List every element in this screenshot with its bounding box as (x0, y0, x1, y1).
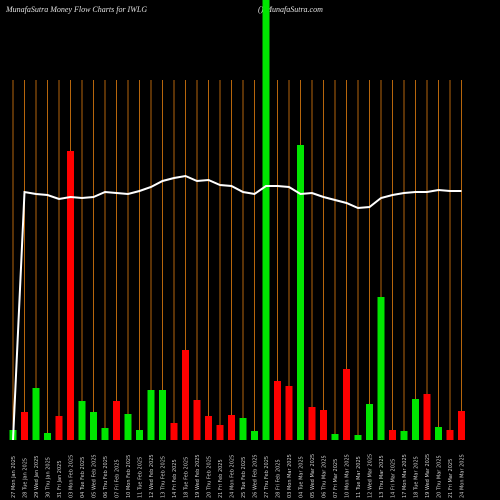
x-tick-label: 07 Fri Feb 2025 (115, 459, 121, 498)
x-tick-label: 29 Wed Jan 2025 (34, 456, 40, 498)
x-tick-label: 18 Tue Mar 2025 (414, 456, 420, 498)
x-tick-label: 12 Wed Mar 2025 (368, 454, 374, 498)
x-tick-label: 21 Fri Feb 2025 (218, 459, 224, 498)
x-tick-label: 19 Wed Mar 2025 (425, 454, 431, 498)
x-tick-label: 07 Fri Mar 2025 (333, 459, 339, 498)
x-tick-label: 03 Mon Mar 2025 (287, 454, 293, 498)
bar (400, 431, 408, 440)
bar (55, 416, 63, 440)
x-tick-label: 04 Tue Feb 2025 (80, 457, 86, 498)
bar (412, 399, 419, 440)
bar (354, 435, 362, 440)
x-tick-label: 27 Mon Jan 2025 (11, 456, 17, 498)
x-tick-label: 28 Tue Jan 2025 (23, 458, 29, 498)
bar (262, 0, 270, 440)
x-tick-label: 25 Tue Feb 2025 (241, 457, 247, 498)
x-tick-label: 18 Tue Feb 2025 (184, 457, 190, 498)
bar (331, 434, 339, 440)
x-tick-label: 10 Mon Mar 2025 (345, 454, 351, 498)
bar (78, 401, 86, 440)
bar (377, 297, 385, 440)
bar (216, 425, 224, 440)
bar (251, 431, 258, 440)
x-tick-label: 03 Mon Feb 2025 (69, 455, 75, 498)
bar (147, 390, 155, 440)
bar (136, 430, 143, 440)
x-tick-label: 14 Fri Mar 2025 (391, 459, 397, 498)
x-tick-label: 30 Thu Jan 2025 (46, 457, 52, 498)
bar (446, 430, 454, 440)
bar (285, 386, 293, 440)
bar (21, 412, 28, 440)
bar (435, 427, 442, 440)
x-tick-label: 11 Tue Mar 2025 (356, 456, 362, 498)
x-tick-label: 20 Thu Feb 2025 (207, 456, 213, 498)
bar (90, 412, 97, 440)
x-tick-label: 05 Wed Feb 2025 (92, 454, 98, 498)
bar (423, 394, 431, 440)
x-tick-label: 28 Fri Feb 2025 (276, 459, 282, 498)
bar (366, 404, 373, 440)
bar (458, 411, 465, 440)
money-flow-line (12, 174, 462, 441)
bar (113, 401, 120, 440)
bar (297, 145, 304, 440)
bar (182, 350, 189, 440)
bar (274, 381, 281, 440)
bar (101, 428, 109, 440)
bar (228, 415, 235, 440)
bar (44, 433, 51, 440)
x-tick-label: 05 Wed Mar 2025 (310, 454, 316, 498)
chart-title: MunafaSutra Money Flow Charts for IWLG (5, 5, 147, 14)
bar (170, 423, 178, 440)
x-tick-label: 06 Thu Mar 2025 (322, 455, 328, 498)
x-tick-label: 24 Mon Mar 2025 (460, 454, 466, 498)
x-tick-label: 17 Mon Mar 2025 (402, 454, 408, 498)
x-tick-label: 13 Thu Feb 2025 (161, 456, 167, 498)
x-tick-label: 11 Tue Feb 2025 (138, 457, 144, 498)
bar (124, 414, 132, 440)
x-tick-label: 27 Thu Feb 2025 (264, 456, 270, 498)
bar (205, 416, 212, 440)
x-tick-label: 26 Wed Feb 2025 (253, 454, 259, 498)
x-tick-label: 06 Thu Feb 2025 (103, 456, 109, 498)
bar (67, 151, 74, 440)
bar (193, 400, 201, 440)
x-tick-label: 21 Fri Mar 2025 (448, 459, 454, 498)
x-tick-label: 20 Thu Mar 2025 (437, 455, 443, 498)
x-tick-label: 24 Mon Feb 2025 (230, 455, 236, 498)
bar (32, 388, 40, 440)
bar (389, 430, 396, 440)
bar (308, 407, 316, 440)
x-tick-label: 31 Fri Jan 2025 (57, 460, 63, 498)
x-tick-label: 19 Wed Feb 2025 (195, 454, 201, 498)
bar (159, 390, 166, 440)
x-tick-label: 12 Wed Feb 2025 (149, 454, 155, 498)
bar (343, 369, 350, 440)
bar (320, 410, 327, 440)
chart-subtitle: () MunafaSutra.com (258, 5, 323, 14)
bar (239, 418, 247, 440)
x-tick-label: 13 Thu Mar 2025 (379, 455, 385, 498)
x-tick-label: 10 Mon Feb 2025 (126, 455, 132, 498)
x-tick-label: 04 Tue Mar 2025 (299, 456, 305, 498)
x-tick-label: 14 Fri Feb 2025 (172, 459, 178, 498)
